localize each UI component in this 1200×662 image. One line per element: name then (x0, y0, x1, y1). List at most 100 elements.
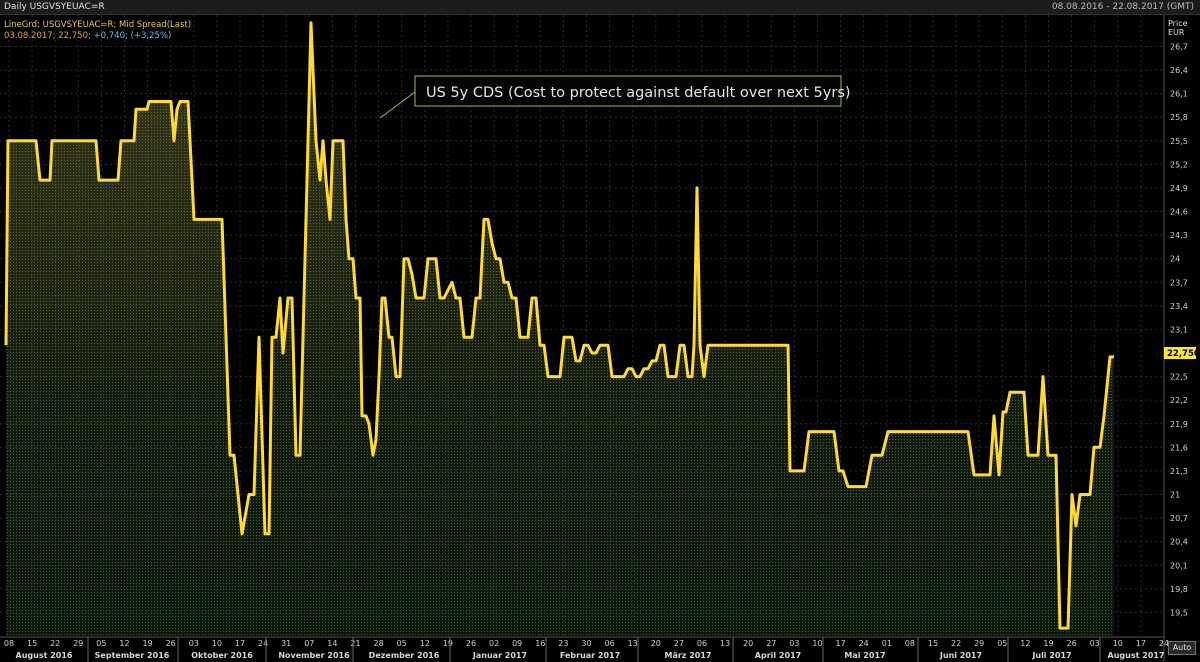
chart-title: Daily USGVSYEUAC=R (4, 2, 105, 12)
month-label: September 2016 (95, 651, 170, 660)
y-tick-label: 21,6 (1170, 443, 1188, 452)
x-tick-label: 07 (304, 639, 314, 648)
month-label: März 2017 (664, 651, 711, 660)
y-tick-label: 20,4 (1170, 538, 1188, 547)
x-tick-label: 20 (743, 639, 753, 648)
annotation-box (414, 75, 842, 107)
x-tick-label: 30 (581, 639, 591, 648)
y-tick-label: 22,5 (1170, 373, 1188, 382)
y-tick-label: 21 (1170, 491, 1180, 500)
x-tick-label: 08 (4, 639, 14, 648)
x-tick-label: 22 (951, 639, 961, 648)
unit-label: EUR (1168, 28, 1185, 37)
x-tick-label: 01 (882, 639, 892, 648)
x-tick-label: 16 (535, 639, 545, 648)
x-tick-label: 12 (1020, 639, 1030, 648)
y-tick-label: 20,1 (1170, 561, 1188, 570)
last-value-box (1164, 347, 1196, 359)
y-tick-label: 24,6 (1170, 208, 1188, 217)
legend-line1: LineGrd; USGVSYEUAC=R; Mid Spread(Last) (4, 20, 191, 30)
x-tick-label: 03 (789, 639, 799, 648)
month-label: Januar 2017 (472, 651, 527, 660)
month-label: Dezember 2016 (369, 651, 440, 660)
y-tick-label: 24,9 (1170, 184, 1188, 193)
y-tick-label: 23,4 (1170, 302, 1188, 311)
x-tick-label: 24 (859, 639, 869, 648)
month-label: April 2017 (755, 651, 801, 660)
annotation-leader (379, 91, 416, 119)
x-tick-label: 26 (466, 639, 476, 648)
y-tick-label: 21,3 (1170, 467, 1188, 476)
x-tick-label: 19 (443, 639, 453, 648)
month-label: August 2017 (1108, 651, 1165, 660)
x-tick-label: 24 (258, 639, 268, 648)
y-tick-label: 22,2 (1170, 396, 1188, 405)
auto-scale-button[interactable]: Auto (1168, 641, 1196, 655)
last-value-label: 22,750 (1167, 349, 1200, 359)
x-tick-label: 03 (1090, 639, 1100, 648)
y-axis: 19,5 19,8 20,1 20,4 20,7 21 21,3 21,6 21,9 22,2 22… (1163, 15, 1188, 662)
x-tick-label: 10 (1113, 639, 1123, 648)
x-tick-label: 15 (27, 639, 37, 648)
y-tick-label: 19,8 (1170, 585, 1188, 594)
x-tick-label: 02 (489, 639, 499, 648)
legend-pct: (+3,25%) (131, 31, 172, 41)
x-tick-label: 19 (1043, 639, 1053, 648)
area-dots (6, 22, 1114, 636)
legend-date: 03.08.2017; (4, 31, 56, 41)
x-tick-label: 08 (905, 639, 915, 648)
month-label: Juli 2017 (1031, 651, 1071, 660)
x-tick-label: 13 (720, 639, 730, 648)
y-tick-label: 24 (1170, 255, 1180, 264)
price-label: Price (1168, 19, 1188, 28)
month-label: August 2016 (16, 651, 73, 660)
y-tick-label: 26,7 (1170, 42, 1188, 51)
x-tick-label: 17 (1136, 639, 1146, 648)
y-tick-label: 26,4 (1170, 66, 1188, 75)
x-tick-label: 26 (166, 639, 176, 648)
x-tick-label: 21 (350, 639, 360, 648)
chart-header: Daily USGVSYEUAC=R 08.08.2016 - 22.08.20… (0, 0, 1200, 15)
y-tick-label: 23,1 (1170, 325, 1188, 334)
x-tick-label: 05 (997, 639, 1007, 648)
x-tick-label: 27 (766, 639, 776, 648)
x-tick-label: 26 (1067, 639, 1077, 648)
x-tick-label: 10 (212, 639, 222, 648)
x-tick-label: 06 (605, 639, 615, 648)
x-tick-label: 28 (374, 639, 384, 648)
x-tick-label: 12 (420, 639, 430, 648)
annotation-text: US 5y CDS (Cost to protect against defau… (426, 85, 851, 101)
x-tick-label: 09 (512, 639, 522, 648)
x-tick-label: 05 (397, 639, 407, 648)
series-line-cds (4, 21, 1114, 630)
x-tick-label: 14 (327, 639, 337, 648)
y-tick-label: 19,5 (1170, 608, 1188, 617)
x-tick-label: 31 (281, 639, 291, 648)
x-tick-label: 17 (235, 639, 245, 648)
x-tick-label: 13 (628, 639, 638, 648)
x-tick-label: 05 (96, 639, 106, 648)
x-tick-label: 19 (143, 639, 153, 648)
month-label: Oktober 2016 (191, 651, 253, 660)
month-label: Juni 2017 (939, 651, 982, 660)
x-tick-label: 10 (812, 639, 822, 648)
y-tick-label: 23,7 (1170, 278, 1188, 287)
month-label: Mai 2017 (844, 651, 885, 660)
y-tick-label: 25,2 (1170, 160, 1188, 169)
x-tick-label: 03 (189, 639, 199, 648)
x-tick-label: 06 (697, 639, 707, 648)
x-tick-label: 24 (1159, 639, 1169, 648)
month-label: Februar 2017 (560, 651, 620, 660)
y-tick-label: 25,8 (1170, 113, 1188, 122)
legend-value: 22,750; (58, 31, 91, 41)
y-tick-label: 20,7 (1170, 514, 1188, 523)
x-axis: 08 15 22 29 05 12 19 26 03 10 17 24 31 07 14 21 28 05 12 19… (0, 636, 1169, 662)
x-tick-label: 15 (928, 639, 938, 648)
y-tick-label: 24,3 (1170, 231, 1188, 240)
y-tick-label: 25,5 (1170, 137, 1188, 146)
x-tick-label: 29 (73, 639, 83, 648)
x-tick-label: 17 (836, 639, 846, 648)
x-tick-label: 27 (674, 639, 684, 648)
y-tick-label: 26,1 (1170, 90, 1188, 99)
